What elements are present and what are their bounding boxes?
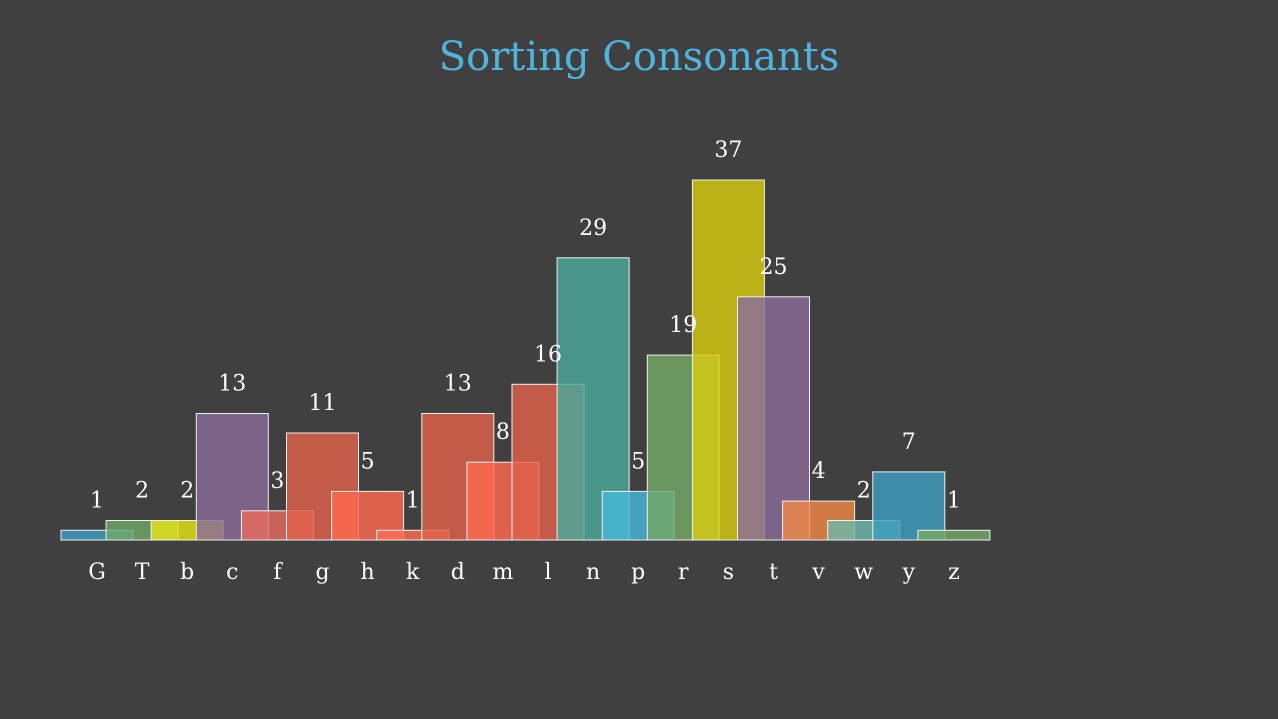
tick-label-m: m [492, 560, 513, 585]
tick-label-h: h [361, 560, 375, 585]
tick-label-t: t [769, 560, 778, 585]
tick-label-k: k [406, 560, 420, 585]
value-label-b: 2 [180, 479, 194, 504]
value-label-f: 3 [270, 469, 284, 494]
value-label-w: 2 [857, 479, 871, 504]
tick-label-d: d [451, 560, 465, 585]
value-label-s: 37 [714, 138, 742, 163]
value-label-t: 25 [760, 255, 788, 280]
value-labels-layer: 1 2 2 13 3 11 5 1 13 8 16 29 5 19 37 25 4 2 7 1 [90, 138, 961, 513]
value-label-g: 11 [309, 391, 337, 416]
tick-label-r: r [678, 560, 689, 585]
tick-label-f: f [273, 560, 283, 585]
tick-label-v: v [811, 560, 825, 585]
value-label-h: 5 [361, 449, 375, 474]
tick-label-s: s [723, 560, 734, 585]
value-label-n: 29 [579, 216, 607, 241]
value-label-m: 8 [496, 420, 510, 445]
value-label-T: 2 [135, 479, 149, 504]
value-label-z: 1 [947, 488, 961, 513]
value-label-G: 1 [90, 488, 104, 513]
tick-label-z: z [948, 560, 960, 585]
tick-label-n: n [586, 560, 600, 585]
value-label-r: 19 [669, 313, 697, 338]
tick-label-T: T [135, 560, 150, 585]
bar-t [737, 296, 810, 541]
tick-label-g: g [315, 560, 329, 585]
bars-layer [60, 179, 991, 541]
bar-z [917, 529, 991, 541]
tick-label-b: b [180, 560, 194, 585]
value-label-d: 13 [444, 372, 472, 397]
value-label-p: 5 [631, 449, 645, 474]
value-label-y: 7 [902, 430, 916, 455]
tick-label-G: G [88, 560, 106, 585]
value-label-v: 4 [812, 459, 826, 484]
value-label-c: 13 [218, 372, 246, 397]
value-label-l: 16 [534, 342, 562, 367]
bar-g [286, 432, 359, 541]
tick-label-w: w [854, 560, 873, 585]
bar-y [872, 471, 946, 541]
tick-label-l: l [544, 560, 551, 585]
tick-label-y: y [902, 560, 916, 585]
value-label-k: 1 [406, 488, 420, 513]
chart-title: Sorting Consonants [438, 34, 840, 80]
tick-label-p: p [631, 560, 645, 585]
tick-label-c: c [226, 560, 238, 585]
